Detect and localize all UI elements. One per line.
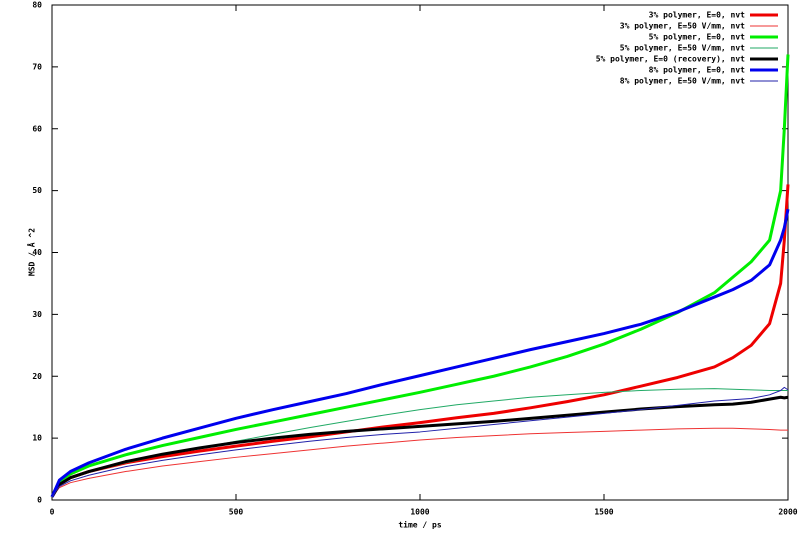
series-line [50, 208, 790, 498]
y-tick-label: 20 [32, 372, 42, 381]
y-tick-label: 10 [32, 434, 42, 443]
x-tick-label: 0 [50, 508, 55, 517]
x-tick-label: 1000 [410, 508, 429, 517]
series-line [50, 54, 790, 498]
y-tick-label: 80 [32, 1, 42, 10]
y-tick-label: 0 [37, 496, 42, 505]
legend-label: 3% polymer, E=0, nvt [649, 11, 746, 20]
legend-label: 8% polymer, E=50 V/mm, nvt [620, 77, 745, 86]
y-tick-label: 30 [32, 310, 42, 319]
legend-label: 5% polymer, E=0, nvt [649, 33, 746, 42]
y-tick-label: 60 [32, 124, 42, 133]
x-tick-label: 500 [229, 508, 244, 517]
y-tick-label: 70 [32, 62, 42, 71]
x-axis-label: time / ps [398, 520, 442, 530]
y-tick-label: 50 [32, 186, 42, 195]
legend-label: 3% polymer, E=50 V/mm, nvt [620, 22, 745, 31]
x-tick-label: 1500 [594, 508, 613, 517]
series-line [50, 395, 789, 498]
x-tick-label: 2000 [778, 508, 797, 517]
series-line [51, 427, 788, 498]
series-line [51, 386, 789, 498]
series-line [50, 184, 790, 498]
legend-label: 5% polymer, E=0 (recovery), nvt [596, 55, 745, 64]
y-axis-label: MSD / Å ^2 [27, 228, 37, 276]
y-tick-label: 40 [32, 248, 42, 257]
legend-label: 5% polymer, E=50 V/mm, nvt [620, 44, 745, 53]
legend-label: 8% polymer, E=0, nvt [649, 66, 746, 75]
